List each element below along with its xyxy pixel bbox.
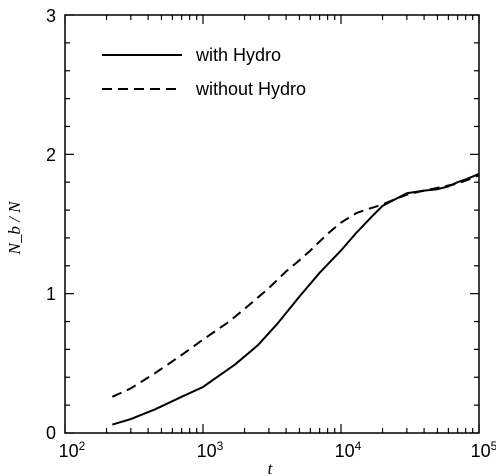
series-line-without-hydro — [111, 174, 480, 398]
y-axis-label: N_b / N — [5, 200, 24, 256]
legend-label-without-hydro: without Hydro — [195, 79, 306, 99]
x-tick-exp: 5 — [491, 439, 496, 453]
x-tick-label: 105 — [471, 439, 496, 461]
x-tick-label: 104 — [335, 439, 362, 461]
x-tick-base: 10 — [471, 441, 491, 461]
plot-frame — [64, 14, 480, 434]
x-tick-labels: 102 103 104 105 — [59, 439, 496, 461]
x-axis-label: t — [268, 459, 274, 476]
x-tick-exp: 3 — [217, 439, 224, 453]
x-tick-exp: 2 — [79, 439, 86, 453]
y-tick-label: 0 — [46, 423, 56, 443]
x-tick-label: 103 — [197, 439, 224, 461]
x-tick-base: 10 — [197, 441, 217, 461]
legend-label-with-hydro: with Hydro — [195, 45, 281, 65]
x-tick-base: 10 — [335, 441, 355, 461]
x-tick-label: 102 — [59, 439, 86, 461]
x-tick-exp: 4 — [355, 439, 362, 453]
y-tick-label: 2 — [46, 145, 56, 165]
y-tick-labels: 0 1 2 3 — [46, 6, 56, 443]
series-lines — [111, 172, 480, 426]
legend: with Hydro without Hydro — [102, 45, 306, 99]
y-tick-label: 3 — [46, 6, 56, 26]
y-tick-label: 1 — [46, 284, 56, 304]
axis-ticks — [64, 14, 480, 434]
x-tick-base: 10 — [59, 441, 79, 461]
series-line-with-hydro — [112, 172, 480, 426]
